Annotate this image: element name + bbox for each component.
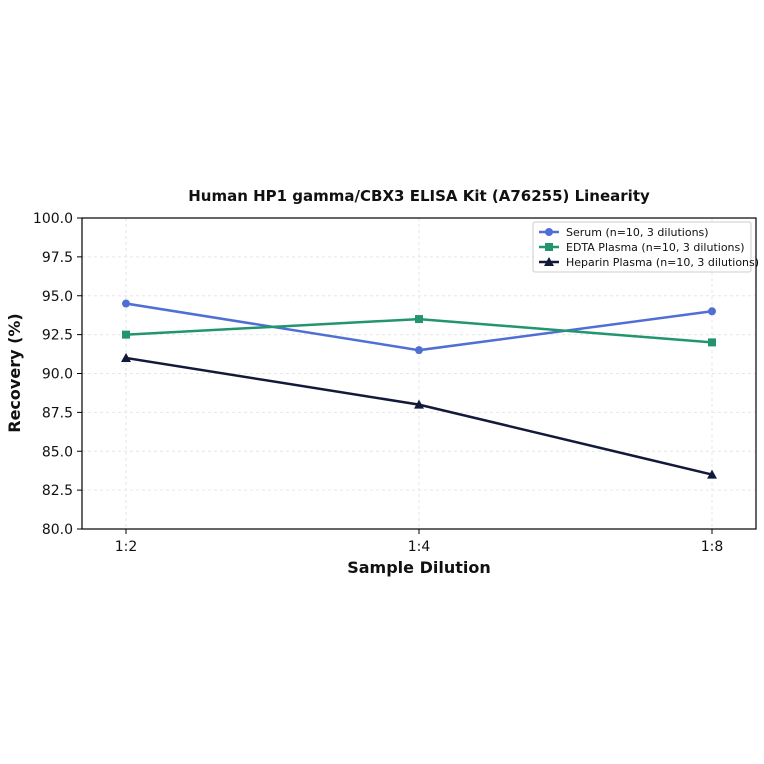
data-point <box>122 330 130 339</box>
legend-label: EDTA Plasma (n=10, 3 dilutions) <box>566 241 745 254</box>
y-tick-label: 82.5 <box>42 483 73 499</box>
y-tick-label: 92.5 <box>42 328 73 344</box>
legend-marker <box>545 228 553 236</box>
y-axis-label: Recovery (%) <box>5 313 24 432</box>
legend-marker <box>544 257 554 266</box>
y-tick-label: 80.0 <box>42 522 73 538</box>
x-tick-label: 1:8 <box>701 539 724 555</box>
legend-marker <box>545 243 553 251</box>
legend-label: Serum (n=10, 3 dilutions) <box>566 226 709 239</box>
series-1 <box>122 315 716 347</box>
chart-title: Human HP1 gamma/CBX3 ELISA Kit (A76255) … <box>188 187 650 205</box>
data-point <box>708 338 716 347</box>
y-tick-label: 90.0 <box>42 367 73 383</box>
series-2 <box>121 352 717 479</box>
x-tick-label: 1:4 <box>408 539 431 555</box>
data-point <box>707 469 717 479</box>
data-point <box>121 352 131 362</box>
x-tick-label: 1:2 <box>115 539 138 555</box>
data-point <box>415 346 423 355</box>
series-0 <box>122 299 716 355</box>
legend: Serum (n=10, 3 dilutions) EDTA Plasma (n=… <box>532 221 759 273</box>
y-tick-label: 100.0 <box>33 211 73 227</box>
y-tick-label: 95.0 <box>42 289 73 305</box>
axes: 80.0 82.5 85.0 87.5 90.0 92.5 95.0 97.5 100.0 1:2… <box>33 211 723 555</box>
y-tick-label: 97.5 <box>42 250 73 266</box>
x-axis-label: Sample Dilution <box>347 558 491 577</box>
legend-box <box>532 221 752 273</box>
y-tick-label: 85.0 <box>42 444 73 460</box>
legend-label: Heparin Plasma (n=10, 3 dilutions) <box>566 256 759 269</box>
data-point <box>415 315 423 324</box>
plot-frame <box>81 217 757 530</box>
data-point <box>122 299 130 308</box>
data-point <box>708 307 716 316</box>
y-tick-label: 87.5 <box>42 405 73 421</box>
data-point <box>414 399 424 409</box>
series-lines <box>121 299 717 479</box>
